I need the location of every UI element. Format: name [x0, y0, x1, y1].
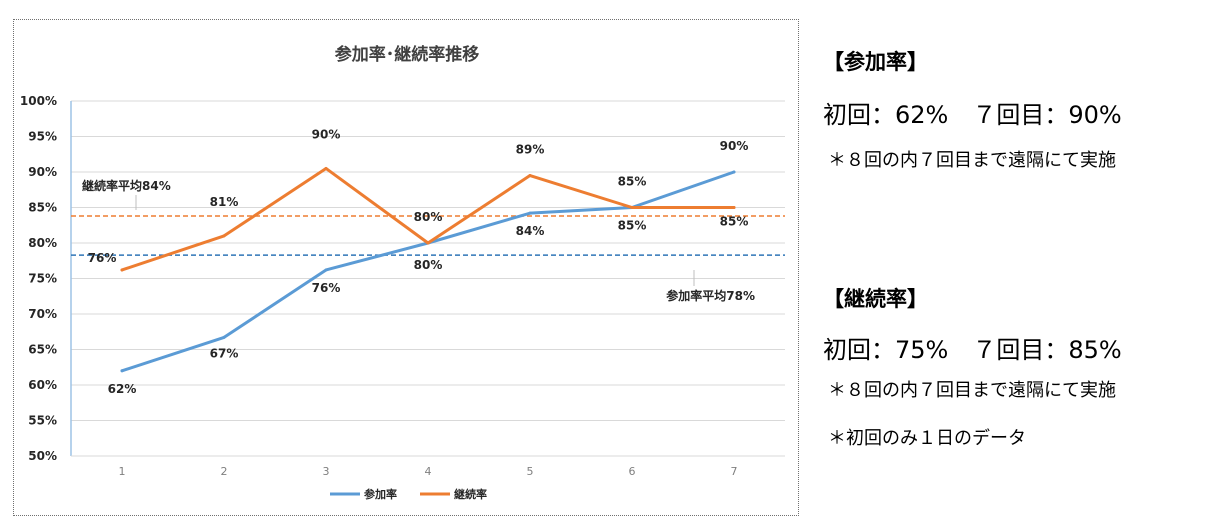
data-point — [222, 234, 226, 238]
data-point — [222, 335, 226, 339]
participation-note: ＊８回の内７回目まで遠隔にて実施 — [828, 150, 1116, 171]
y-tick-label: 60% — [28, 378, 57, 392]
x-tick-label: 7 — [731, 465, 738, 478]
y-tick-label: 50% — [28, 449, 57, 463]
y-tick-label: 70% — [28, 307, 57, 321]
legend-label: 継続率 — [454, 487, 487, 501]
data-label: 80% — [414, 258, 443, 272]
y-tick-label: 80% — [28, 236, 57, 250]
x-tick-label: 1 — [119, 465, 126, 478]
y-tick-label: 55% — [28, 414, 57, 428]
data-label: 80% — [414, 210, 443, 224]
data-label: 81% — [210, 195, 239, 209]
x-tick-label: 5 — [527, 465, 534, 478]
continuation-note-1: ＊８回の内７回目まで遠隔にて実施 — [828, 380, 1116, 401]
continuation-note-2: ＊初回のみ１日のデータ — [828, 428, 1026, 449]
x-tick-label: 6 — [629, 465, 636, 478]
y-tick-label: 75% — [28, 272, 57, 286]
data-label: 85% — [618, 219, 647, 233]
data-point — [732, 170, 736, 174]
x-tick-label: 4 — [425, 465, 432, 478]
data-point — [120, 369, 124, 373]
y-tick-label: 95% — [28, 130, 57, 144]
data-label: 85% — [618, 175, 647, 189]
data-label: 85% — [720, 215, 749, 229]
continuation-values: 初回：75% ７回目：85% — [823, 336, 1122, 364]
y-tick-label: 100% — [20, 94, 57, 108]
data-point — [630, 206, 634, 209]
chart-title: 参加率･継続率推移 — [335, 44, 480, 65]
data-point — [120, 268, 124, 272]
legend-label: 参加率 — [364, 487, 397, 501]
y-tick-label: 85% — [28, 201, 57, 215]
line-chart: 参加率･継続率推移 50% 55% 60% 65% 70% 75% 80% 85% 90% 95%… — [20, 44, 785, 501]
y-tick-label: 65% — [28, 343, 57, 357]
data-label: 84% — [516, 224, 545, 238]
data-point — [426, 241, 430, 245]
data-label: 76% — [88, 251, 117, 265]
data-label: 76% — [312, 281, 341, 295]
x-tick-label: 3 — [323, 465, 330, 478]
y-tick-label: 90% — [28, 165, 57, 179]
data-point — [528, 174, 532, 178]
data-label: 67% — [210, 346, 239, 360]
average-label: 継続率平均84% — [82, 178, 171, 193]
x-tick-label: 2 — [221, 465, 228, 478]
data-point — [732, 206, 736, 209]
data-point — [528, 211, 532, 215]
data-label: 90% — [312, 127, 341, 141]
chart-frame: 参加率･継続率推移 50% 55% 60% 65% 70% 75% 80% 85% 90% 95%… — [13, 19, 799, 516]
data-label: 62% — [108, 382, 137, 396]
data-point — [324, 166, 328, 170]
participation-heading: 【参加率】 — [823, 50, 928, 74]
data-label: 89% — [516, 143, 545, 157]
data-point — [324, 268, 328, 272]
continuation-heading: 【継続率】 — [823, 287, 928, 311]
data-label: 90% — [720, 139, 749, 153]
participation-values: 初回：62% ７回目：90% — [823, 101, 1122, 129]
average-label: 参加率平均78% — [666, 288, 755, 303]
